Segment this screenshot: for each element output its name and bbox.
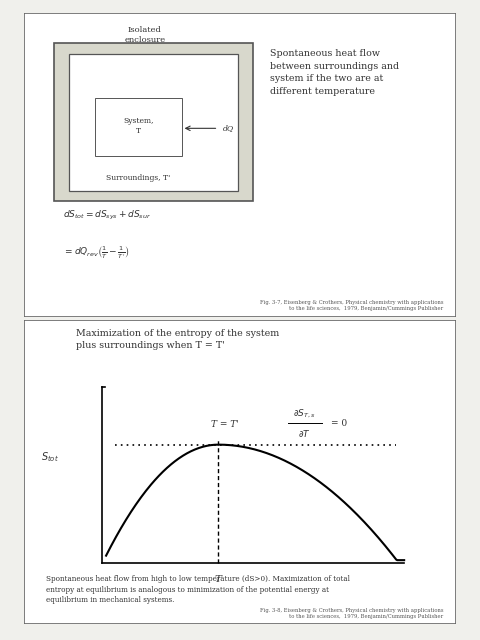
Text: $\partial T$: $\partial T$ xyxy=(299,428,311,439)
Text: T = T': T = T' xyxy=(211,420,239,429)
Text: Spontaneous heat flow from high to low temperature (dS>0). Maximization of total: Spontaneous heat flow from high to low t… xyxy=(46,575,349,604)
Text: $dS_{tot} = dS_{sys} + dS_{sur}$: $dS_{tot} = dS_{sys} + dS_{sur}$ xyxy=(63,209,151,221)
Bar xyxy=(96,98,182,156)
Text: $\partial S_{T,s}$: $\partial S_{T,s}$ xyxy=(293,408,316,420)
Text: T: T xyxy=(215,575,222,584)
Text: $S_{tot}$: $S_{tot}$ xyxy=(41,450,59,464)
Text: Surroundings, T': Surroundings, T' xyxy=(107,175,170,182)
Text: dQ: dQ xyxy=(223,124,234,132)
Bar xyxy=(54,43,253,201)
Text: = 0: = 0 xyxy=(331,419,347,428)
Text: Spontaneous heat flow
between surroundings and
system if the two are at
differen: Spontaneous heat flow between surroundin… xyxy=(270,49,399,96)
Text: Fig. 3-8, Eisenberg & Crothers, Physical chemistry with applications
to the life: Fig. 3-8, Eisenberg & Crothers, Physical… xyxy=(260,608,443,620)
Text: System,
T: System, T xyxy=(123,117,154,135)
Bar xyxy=(70,54,238,191)
Text: Maximization of the entropy of the system
plus surroundings when T = T': Maximization of the entropy of the syste… xyxy=(76,329,279,350)
Text: $= dQ_{rev}\left(\frac{1}{T} - \frac{1}{T'}\right)$: $= dQ_{rev}\left(\frac{1}{T} - \frac{1}{… xyxy=(63,244,130,261)
Text: Fig. 3-7, Eisenberg & Crothers, Physical chemistry with applications
to the life: Fig. 3-7, Eisenberg & Crothers, Physical… xyxy=(260,300,443,311)
Text: Isolated
enclosure: Isolated enclosure xyxy=(124,26,166,44)
